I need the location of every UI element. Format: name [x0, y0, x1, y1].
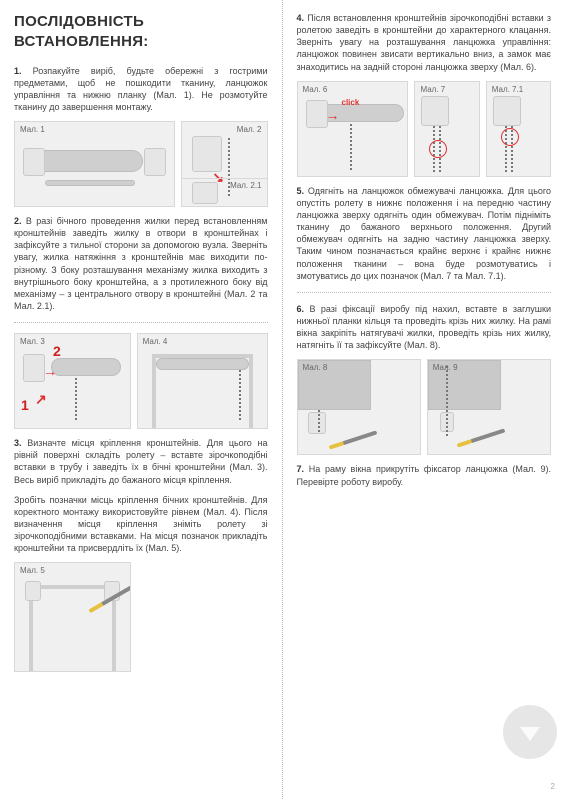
step-4-text: 4. Після встановлення кронштейнів зірочк… [297, 12, 552, 73]
step-3a-text: 3. Визначте місця кріплення кронштейнів.… [14, 437, 268, 486]
step-5-text: 5. Одягніть на ланцюжок обмежувачі ланцю… [297, 185, 552, 282]
step-1-text: 1. Розпакуйте виріб, будьте обережні з г… [14, 65, 268, 114]
figure-9-label: Мал. 9 [433, 363, 458, 374]
page-number: 2 [551, 782, 555, 793]
figure-4: Мал. 4 [137, 333, 268, 429]
figure-6: Мал. 6 → click [297, 81, 409, 177]
separator-left [14, 322, 268, 323]
step-6-text: 6. В разі фіксації виробу під нахил, вст… [297, 303, 552, 352]
figure-row-5: Мал. 8 Мал. 9 [297, 359, 552, 455]
figure-2-label: Мал. 2 [237, 125, 262, 136]
figure-row-1: Мал. 1 Мал. 2 ↘ Мал. 2.1 [14, 121, 268, 207]
left-column: ПОСЛІДОВНІСТЬ ВСТАНОВЛЕННЯ: 1. Розпакуйт… [0, 0, 283, 799]
page: ПОСЛІДОВНІСТЬ ВСТАНОВЛЕННЯ: 1. Розпакуйт… [0, 0, 565, 799]
figure-7-label: Мал. 7 [420, 85, 445, 96]
figure-71: Мал. 7.1 [486, 81, 551, 177]
figure-1-label: Мал. 1 [20, 125, 45, 136]
figure-row-2: Мал. 3 → ↗ 1 2 Мал. 4 [14, 333, 268, 429]
step-2-text: 2. В разі бічного проведення жилки перед… [14, 215, 268, 312]
watermark-icon [503, 705, 557, 759]
figure-21-label: Мал. 2.1 [230, 181, 261, 192]
figure-5: Мал. 5 [14, 562, 131, 672]
figure-4-label: Мал. 4 [143, 337, 168, 348]
figure-row-3: Мал. 5 [14, 562, 268, 672]
figure-2: Мал. 2 ↘ Мал. 2.1 [181, 121, 267, 207]
figure-71-label: Мал. 7.1 [492, 85, 523, 96]
figure-8-label: Мал. 8 [303, 363, 328, 374]
step-3b-text: Зробіть позначки місць кріплення бічних … [14, 494, 268, 555]
page-title: ПОСЛІДОВНІСТЬ ВСТАНОВЛЕННЯ: [14, 12, 268, 53]
figure-3-label: Мал. 3 [20, 337, 45, 348]
separator-right [297, 292, 552, 293]
step-7-text: 7. На раму вікна прикрутіть фіксатор лан… [297, 463, 552, 487]
badge-2: 2 [53, 342, 61, 361]
figure-7: Мал. 7 [414, 81, 479, 177]
figure-row-4: Мал. 6 → click Мал. 7 Мал. 7.1 [297, 81, 552, 177]
figure-6-label: Мал. 6 [303, 85, 328, 96]
figure-3: Мал. 3 → ↗ 1 2 [14, 333, 131, 429]
figure-8: Мал. 8 [297, 359, 421, 455]
figure-5-label: Мал. 5 [20, 566, 45, 577]
figure-9: Мал. 9 [427, 359, 551, 455]
figure-1: Мал. 1 [14, 121, 175, 207]
right-column: 4. Після встановлення кронштейнів зірочк… [283, 0, 565, 799]
badge-1: 1 [21, 396, 29, 415]
click-label: click [342, 98, 360, 109]
